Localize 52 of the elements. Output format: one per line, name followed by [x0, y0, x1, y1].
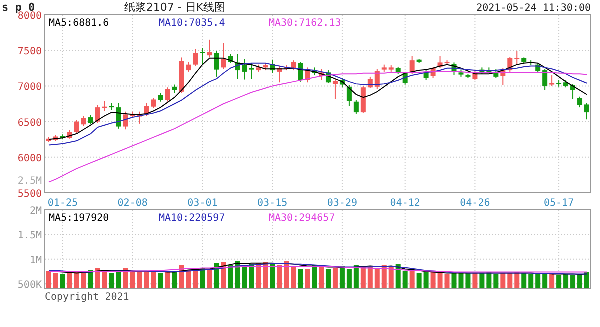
- candlestick: [584, 102, 590, 120]
- x-tick-label: 05-17: [544, 198, 574, 209]
- text: MA30:7162.13: [269, 18, 342, 29]
- candlestick: [221, 42, 226, 70]
- text: MA10:220597: [159, 213, 226, 224]
- candlestick: [81, 116, 86, 127]
- chart-title: 纸浆2107 - 日K线图: [124, 1, 226, 14]
- candlestick: [193, 48, 198, 67]
- candlestick: [123, 111, 128, 130]
- y-tick-label: 500K: [18, 280, 42, 292]
- text: MA10:7035.4: [159, 18, 226, 29]
- candlestick: [207, 39, 212, 58]
- y-tick-label: 2M: [30, 206, 42, 217]
- candlestick: [95, 104, 100, 124]
- candlestick: [578, 96, 583, 108]
- candlestick: [550, 75, 555, 87]
- text: MA5:197920: [49, 213, 110, 224]
- y-tick-label: 5500: [18, 189, 42, 200]
- text: MA5:6881.6: [49, 18, 110, 29]
- candlestick: [346, 84, 352, 107]
- candlestick: [242, 58, 248, 80]
- y-tick-label: 8000: [18, 11, 42, 22]
- x-tick-label: 03-15: [258, 198, 288, 209]
- candlestick: [249, 62, 254, 80]
- y-tick-label: 6500: [18, 118, 42, 129]
- y-tick-label: 6000: [18, 153, 42, 164]
- x-tick-label: 03-01: [188, 198, 218, 209]
- x-tick-label: 02-08: [118, 198, 148, 209]
- chart-subtitle: 2021-05-24 11:30:00: [476, 3, 591, 14]
- candlestick: [151, 98, 156, 109]
- candlestick: [514, 50, 520, 66]
- y-tick-label: 7000: [18, 82, 42, 94]
- x-tick-label: 03-29: [327, 198, 358, 209]
- candlestick: [332, 78, 338, 100]
- text: Copyright 2021: [45, 292, 130, 303]
- candlestick: [354, 100, 359, 114]
- candlestick: [214, 50, 220, 78]
- candlestick: [74, 120, 80, 134]
- candlestick: [200, 48, 206, 66]
- x-tick-label: 04-12: [390, 198, 420, 209]
- candlestick: [410, 56, 415, 75]
- x-tick-label: 04-26: [460, 198, 490, 209]
- text: 2.5M: [18, 176, 42, 187]
- text: MA30:294657: [269, 213, 336, 224]
- y-tick-label: 7500: [18, 46, 42, 58]
- candlestick: [102, 100, 108, 112]
- y-tick-label: 1.5M: [18, 230, 42, 242]
- candlestick: [88, 114, 94, 126]
- candlestick: [165, 87, 170, 102]
- x-tick-label: 01-25: [48, 198, 78, 209]
- candlestick: [542, 68, 548, 91]
- y-tick-label: 1M: [30, 255, 42, 266]
